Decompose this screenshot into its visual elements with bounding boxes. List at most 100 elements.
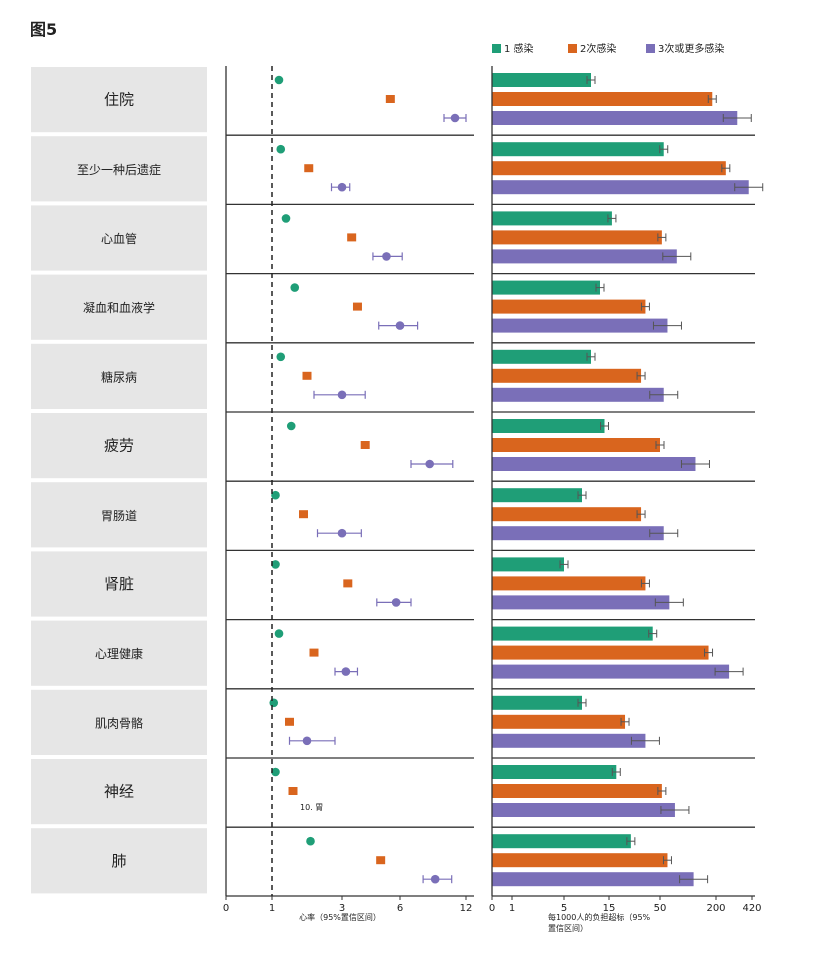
hazard-ratio-marker [306,836,315,846]
left-x-axis-title: 心率（95%置信区间） [299,912,381,922]
burden-bar [492,853,668,868]
hazard-ratio-marker [341,667,351,676]
category-label-box [31,413,207,479]
burden-bar [492,280,600,295]
x-tick-label: 0 [489,903,495,914]
hazard-ratio-marker [274,629,284,638]
category-label-box [31,343,207,409]
burden-bar [492,765,617,779]
x-tick-label: 5 [561,903,567,914]
hazard-ratio-marker [285,717,294,726]
burden-bar [492,438,660,452]
category-label-box [31,551,207,617]
legend-swatch [646,44,655,53]
burden-bar [492,368,642,383]
burden-bar [492,803,675,817]
hazard-ratio-marker [290,283,300,292]
hazard-ratio-marker [281,214,291,223]
legend-label: 3次或更多感染 [658,42,724,55]
category-label: 至少一种后遗症 [77,162,161,177]
burden-bar [492,349,591,364]
hazard-ratio-marker [337,182,347,192]
hazard-ratio-marker [286,421,296,431]
category-label-box [31,759,207,825]
burden-bar [492,299,646,314]
hazard-ratio-marker [376,856,386,865]
hazard-ratio-marker [271,490,280,500]
x-tick-label: 50 [654,903,667,914]
category-label: 心血管 [101,231,137,246]
burden-bar [492,142,664,157]
burden-bar [492,230,662,245]
hazard-ratio-marker [274,75,284,85]
legend-label: 1 感染 [504,42,534,55]
hazard-ratio-marker [343,579,353,588]
legend-swatch [568,44,577,53]
category-label: 凝血和血液学 [83,300,155,315]
hazard-ratio-marker [288,787,298,795]
burden-bar [492,457,696,471]
hazard-ratio-marker [382,252,391,261]
category-label: 肌肉骨骼 [95,715,143,730]
burden-bar [492,180,749,195]
x-tick-label: 6 [397,903,403,914]
hazard-ratio-marker [360,441,370,449]
category-label-box [31,828,207,894]
hazard-ratio-marker [337,528,347,538]
category-label: 肺 [111,852,126,870]
annotation-note: 10. 胃 [300,803,323,812]
hazard-ratio-marker [385,95,395,103]
hazard-ratio-marker [271,767,280,777]
hazard-ratio-marker [391,598,401,607]
x-tick-label: 15 [603,903,616,914]
hazard-ratio-marker [302,371,312,380]
x-tick-label: 200 [706,903,725,914]
right-x-axis-title-cont: 置信区间） [548,923,588,933]
burden-bar [492,733,646,748]
category-label-box [31,274,207,340]
hazard-ratio-marker [450,113,460,123]
burden-bar [492,92,713,106]
category-label-box [31,67,207,133]
hazard-ratio-marker [276,144,286,154]
category-label-box [31,136,207,202]
hazard-ratio-marker [395,321,405,330]
hazard-ratio-marker [271,560,280,569]
burden-bar [492,507,642,522]
category-label: 心理健康 [95,646,143,661]
hazard-ratio-marker [276,352,286,362]
burden-bar [492,595,670,610]
category-label-box [31,620,207,686]
figure-title: 图5 [30,20,58,39]
category-label: 肾脏 [104,575,134,593]
legend-label: 2次感染 [580,42,616,55]
hazard-ratio-marker [302,736,312,746]
burden-bar [492,557,564,572]
category-label: 疲劳 [104,437,134,455]
category-label: 住院 [104,91,134,109]
burden-bar [492,488,582,503]
category-label: 胃肠道 [101,509,137,523]
burden-bar [492,387,664,402]
burden-bar [492,111,738,125]
x-tick-label: 3 [339,903,345,914]
x-tick-label: 1 [269,903,275,914]
x-tick-label: 1 [509,903,515,914]
category-label-box [31,205,207,271]
legend-swatch [492,44,501,53]
hazard-ratio-marker [337,390,347,400]
burden-bar [492,664,730,679]
hazard-ratio-marker [304,164,314,173]
burden-bar [492,626,653,641]
category-label-box [31,689,207,755]
category-label-box [31,482,207,548]
category-label: 神经 [104,783,134,801]
burden-bar [492,161,726,176]
burden-bar [492,211,612,226]
x-tick-label: 12 [460,903,473,914]
category-label: 糖尿病 [101,369,137,384]
right-x-axis-title: 每1000人的负担超标（95% [548,912,651,922]
burden-bar [492,249,677,264]
burden-bar [492,645,709,660]
